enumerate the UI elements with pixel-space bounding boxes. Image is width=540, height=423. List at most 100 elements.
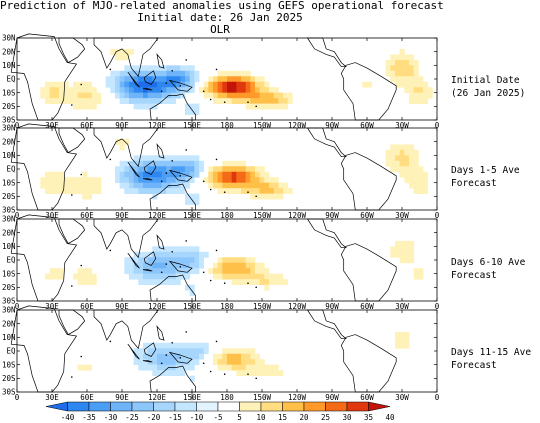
lon-label: 60W — [360, 393, 374, 402]
lon-label: 0 — [435, 121, 440, 130]
map-panel-4: 30N 20N 10N EQ 10S 20S 30S 0 30E 60E 90E 120E 150E 18… — [2, 305, 440, 402]
lon-label: 60W — [360, 302, 374, 311]
lon-label: 0 — [435, 393, 440, 402]
colorbar-label: -40 — [61, 413, 75, 422]
lon-label: 90E — [115, 121, 129, 130]
lon-label: 120E — [148, 121, 167, 130]
colorbar-label: -10 — [190, 413, 204, 422]
lat-label: 30S — [2, 388, 16, 397]
lat-label: 10S — [2, 269, 16, 278]
variable-title: OLR — [210, 23, 230, 36]
lon-label: 0 — [15, 211, 20, 220]
lon-label: 60E — [80, 393, 94, 402]
panel-3-label-line2: Forecast — [451, 270, 497, 281]
colorbar-swatch — [217, 401, 240, 412]
lon-label: 120W — [288, 121, 307, 130]
lat-label: 10N — [2, 151, 16, 160]
colorbar-label: 15 — [278, 413, 287, 422]
lat-label: 30N — [2, 306, 16, 315]
colorbar-label: 25 — [321, 413, 330, 422]
lat-label: 20N — [2, 47, 16, 56]
colorbar-swatch — [260, 401, 283, 412]
lat-label: 20N — [2, 319, 16, 328]
colorbar-label: -25 — [125, 413, 139, 422]
lon-label: 30W — [395, 393, 409, 402]
colorbar-swatch — [174, 401, 197, 412]
colorbar-label: -20 — [147, 413, 161, 422]
lon-label: 150W — [253, 211, 272, 220]
lat-label: 10S — [2, 360, 16, 369]
colorbar-label: 30 — [342, 413, 352, 422]
colorbar-swatch — [239, 401, 262, 412]
lon-label: 30W — [395, 211, 409, 220]
panel-3-label-line1: Days 6-10 Ave — [451, 257, 526, 268]
lon-label: 30E — [45, 393, 59, 402]
colorbar-swatch — [110, 401, 133, 412]
lon-label: 30W — [395, 302, 409, 311]
lat-label: 20N — [2, 137, 16, 146]
lat-label: 10S — [2, 178, 16, 187]
colorbar-label: 35 — [364, 413, 373, 422]
lat-label: 20S — [2, 192, 16, 201]
panel-4-label-line1: Days 11-15 Ave — [451, 347, 532, 358]
lat-label: EQ — [6, 165, 16, 174]
panel-2-label-line1: Days 1-5 Ave — [451, 165, 520, 176]
lat-label: EQ — [6, 75, 16, 84]
colorbar-swatch — [45, 401, 68, 412]
colorbar-swatch — [282, 401, 305, 412]
lon-label: 30W — [395, 121, 409, 130]
lat-label: 30N — [2, 215, 16, 224]
map-title: Prediction of MJO-related anomalies usin… — [0, 0, 444, 12]
lon-label: 60E — [80, 121, 94, 130]
lon-label: 90W — [325, 393, 339, 402]
colorbar-label: 5 — [237, 413, 242, 422]
lat-label: 10N — [2, 61, 16, 70]
colorbar-label: 10 — [256, 413, 266, 422]
lat-label: EQ — [6, 347, 16, 356]
colorbar-label: -35 — [82, 413, 96, 422]
lon-label: 90W — [325, 121, 339, 130]
panel-4-label-line2: Forecast — [451, 360, 497, 371]
lon-label: 30E — [45, 211, 59, 220]
lon-label: 150E — [183, 211, 202, 220]
colorbar-swatch — [368, 401, 391, 412]
lon-label: 180 — [220, 393, 234, 402]
lon-label: 150E — [183, 302, 202, 311]
lat-label: 30N — [2, 34, 16, 43]
panel-1-label-line2: (26 Jan 2025) — [451, 88, 526, 99]
lat-label: 20S — [2, 283, 16, 292]
lon-label: 60E — [80, 211, 94, 220]
lon-label: 150W — [253, 302, 272, 311]
lon-label: 120W — [288, 393, 307, 402]
lat-label: 30S — [2, 206, 16, 215]
colorbar-label: 40 — [385, 413, 395, 422]
lon-label: 90E — [115, 393, 129, 402]
lat-label: 20N — [2, 228, 16, 237]
coastlines — [10, 214, 397, 310]
colorbar-swatch — [153, 401, 176, 412]
lon-label: 120E — [148, 302, 167, 311]
colorbar-swatch — [196, 401, 219, 412]
colorbar: -40 -35 -30 -25 -20 -15 -10 -5 5 10 15 20 25 30 35 40 — [45, 401, 395, 422]
lat-label: 10N — [2, 242, 16, 251]
lon-label: 180 — [220, 121, 234, 130]
colorbar-label: -5 — [213, 413, 222, 422]
lon-label: 30E — [45, 121, 59, 130]
lon-label: 120W — [288, 211, 307, 220]
lon-label: 60W — [360, 121, 374, 130]
colorbar-label: -15 — [168, 413, 182, 422]
lat-label: 10N — [2, 333, 16, 342]
olr-anomaly-field — [45, 240, 424, 296]
lon-label: 120E — [148, 393, 167, 402]
lat-label: 20S — [2, 102, 16, 111]
colorbar-swatch — [325, 401, 348, 412]
lon-label: 30E — [45, 302, 59, 311]
lat-label: 20S — [2, 374, 16, 383]
colorbar-swatch — [67, 401, 90, 412]
lon-label: 90E — [115, 302, 129, 311]
colorbar-swatch — [346, 401, 369, 412]
lat-label: 10S — [2, 88, 16, 97]
panel-1-label-line1: Initial Date — [451, 75, 520, 86]
colorbar-label: 20 — [299, 413, 309, 422]
